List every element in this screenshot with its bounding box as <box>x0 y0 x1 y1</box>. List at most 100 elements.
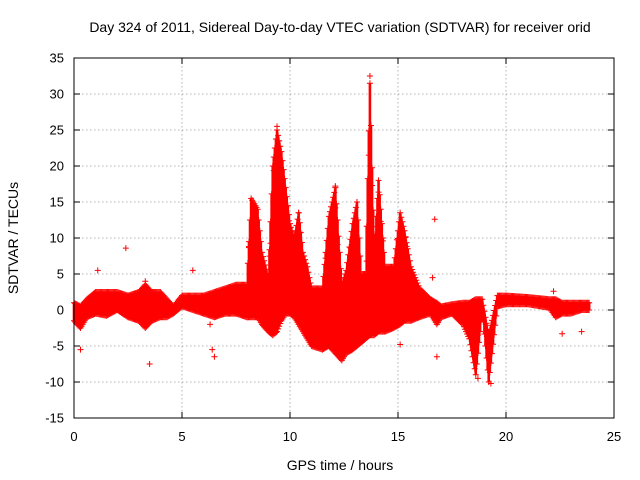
data-point <box>493 312 500 319</box>
data-point <box>491 331 498 338</box>
data-point <box>302 256 309 263</box>
outlier-point <box>94 267 101 274</box>
data-point <box>304 263 311 270</box>
outlier-point <box>146 361 153 367</box>
x-tick-label: 5 <box>178 429 185 444</box>
data-point <box>335 233 342 240</box>
x-tick-label: 25 <box>607 429 621 444</box>
data-point <box>369 182 376 189</box>
data-point <box>274 328 281 335</box>
data-point <box>276 137 283 144</box>
data-point <box>281 175 288 182</box>
data-point <box>375 189 382 196</box>
outlier-point <box>433 353 440 360</box>
data-point <box>472 371 479 378</box>
data-point <box>398 214 405 221</box>
outlier-point <box>209 346 216 353</box>
outlier-point <box>274 123 281 130</box>
data-point <box>412 274 419 281</box>
data-point <box>415 282 422 289</box>
data-point <box>490 341 497 348</box>
data-point <box>369 164 376 171</box>
data-point <box>282 184 289 191</box>
data-point <box>487 360 494 367</box>
data-point <box>298 239 305 246</box>
data-point <box>279 157 286 164</box>
outlier-point <box>429 274 436 281</box>
data-point <box>375 177 382 184</box>
outlier-point <box>295 209 302 216</box>
data-point <box>255 217 262 223</box>
y-tick-label: 5 <box>57 267 64 282</box>
data-point <box>473 361 480 367</box>
data-point <box>397 209 404 216</box>
data-point <box>303 260 310 267</box>
data-point <box>366 80 373 87</box>
outlier-point <box>578 328 585 335</box>
outlier-point <box>366 73 373 79</box>
data-point <box>413 277 420 284</box>
data-point <box>377 206 384 213</box>
x-tick-label: 20 <box>499 429 513 444</box>
data-point <box>407 263 414 270</box>
data-point <box>285 217 292 224</box>
data-point <box>261 257 268 264</box>
data-point <box>287 220 293 227</box>
data-point <box>479 296 486 303</box>
data-point <box>277 143 284 150</box>
outlier-point <box>207 321 214 328</box>
data-point <box>401 227 408 234</box>
data-point <box>289 227 296 234</box>
outlier-point <box>397 341 404 348</box>
data-point <box>305 269 312 276</box>
data-point <box>477 328 484 335</box>
data-point <box>376 191 383 198</box>
outlier-point <box>487 380 494 387</box>
data-point <box>480 302 487 309</box>
data-point <box>356 235 363 241</box>
data-point <box>406 257 413 264</box>
outlier-point <box>142 278 149 285</box>
outlier-point <box>474 375 481 382</box>
x-tick-label: 10 <box>283 429 297 444</box>
data-point <box>481 308 488 315</box>
data-point <box>400 223 407 230</box>
data-point <box>260 253 266 260</box>
data-point <box>299 249 306 256</box>
y-tick-label: -5 <box>52 339 64 354</box>
data-point <box>288 224 295 231</box>
y-tick-label: 0 <box>57 303 64 318</box>
data-point <box>586 307 593 313</box>
outlier-point <box>211 353 218 360</box>
y-tick-label: -10 <box>45 375 64 390</box>
data-point <box>283 193 290 200</box>
data-point <box>379 237 386 244</box>
y-tick-label: -15 <box>45 411 64 426</box>
data-point <box>333 200 340 207</box>
data-point <box>285 211 292 218</box>
y-tick-label: 20 <box>50 159 64 174</box>
y-axis-label: SDTVAR / TECUs <box>5 182 21 294</box>
data-point <box>405 251 412 258</box>
outlier-point <box>332 183 339 190</box>
data-point <box>334 217 341 223</box>
data-point <box>256 227 263 234</box>
x-axis-label: GPS time / hours <box>287 457 394 473</box>
outlier-point <box>189 267 196 274</box>
data-point <box>474 350 481 357</box>
data-point <box>277 320 284 327</box>
data-point <box>488 350 495 357</box>
outlier-point <box>77 346 84 353</box>
x-tick-label: 0 <box>70 429 77 444</box>
data-points <box>71 73 593 387</box>
data-point <box>483 320 490 327</box>
ticks: 0 5 10 15 20 25 -15 -10 -5 0 5 10 15 20 25 30 35 <box>45 51 621 445</box>
data-point <box>275 325 282 332</box>
data-point <box>254 206 261 213</box>
outlier-point <box>550 288 557 295</box>
data-point <box>476 339 482 346</box>
data-point <box>357 253 364 259</box>
data-point <box>486 369 493 376</box>
data-point <box>399 218 406 225</box>
